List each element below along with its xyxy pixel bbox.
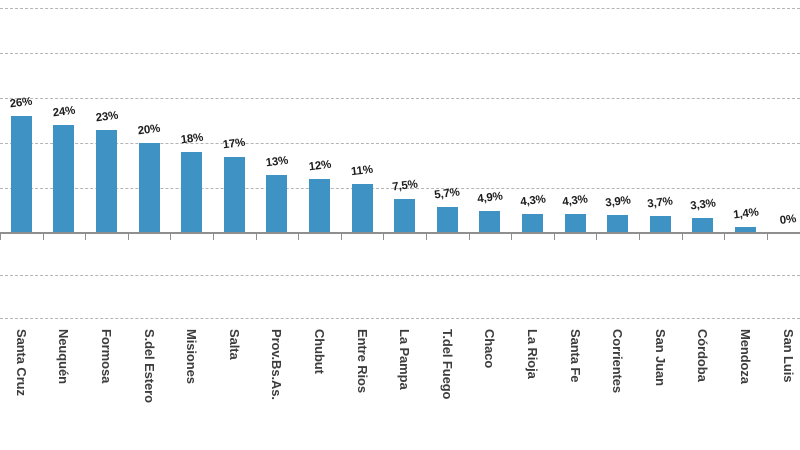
category-label: La Pampa xyxy=(397,329,413,390)
bar xyxy=(10,116,32,233)
axis-tick xyxy=(85,233,86,240)
category-label: San Juan xyxy=(652,329,668,386)
axis-tick xyxy=(383,233,384,240)
category-label: S.del Estero xyxy=(141,329,157,403)
category-label: Santa Fe xyxy=(567,329,583,383)
axis-tick xyxy=(43,233,44,240)
category-label: Chaco xyxy=(482,329,498,369)
bar xyxy=(479,210,501,233)
axis-tick xyxy=(469,233,470,240)
x-axis-line xyxy=(0,232,800,234)
bar xyxy=(522,213,543,233)
gridline xyxy=(0,318,800,319)
axis-tick xyxy=(213,233,214,240)
axis-tick xyxy=(596,233,597,240)
bar xyxy=(735,226,756,233)
gridline xyxy=(0,53,800,54)
axis-tick xyxy=(639,233,640,240)
bar xyxy=(692,218,714,233)
category-label: Corrientes xyxy=(610,329,626,394)
category-label: Santa Cruz xyxy=(13,329,29,396)
category-label: Misiones xyxy=(184,329,200,384)
bar xyxy=(394,199,416,233)
category-label: T.del Fuego xyxy=(439,329,455,400)
category-label: Mendoza xyxy=(738,329,753,384)
bar xyxy=(564,213,586,233)
bar xyxy=(223,156,245,233)
bar xyxy=(351,183,373,233)
axis-tick xyxy=(724,233,725,240)
axis-tick xyxy=(341,233,342,240)
bar xyxy=(96,129,117,233)
axis-tick xyxy=(256,233,257,240)
category-label: Neuquén xyxy=(56,329,72,384)
gridline xyxy=(0,143,800,144)
bar xyxy=(649,216,671,233)
axis-tick xyxy=(298,233,299,240)
axis-tick xyxy=(426,233,427,240)
category-label: La Rioja xyxy=(525,329,540,379)
gridline xyxy=(0,8,800,9)
bar xyxy=(53,125,75,233)
bar xyxy=(309,179,330,233)
category-label: Salta xyxy=(226,329,242,360)
bar xyxy=(436,207,458,233)
axis-tick xyxy=(767,233,768,240)
axis-tick xyxy=(682,233,683,240)
bar xyxy=(607,215,629,233)
gridline xyxy=(0,275,800,276)
category-label: Chubut xyxy=(312,329,327,374)
bar xyxy=(138,143,160,233)
axis-tick xyxy=(170,233,171,240)
category-label: Formosa xyxy=(99,329,114,384)
axis-tick xyxy=(128,233,129,240)
category-label: San Luis xyxy=(780,329,796,383)
category-label: Entre Rios xyxy=(354,329,370,394)
category-label: Córdoba xyxy=(695,329,711,382)
category-label: Prov.Bs.As. xyxy=(269,329,285,400)
axis-tick xyxy=(511,233,512,240)
axis-tick xyxy=(0,233,1,240)
gridline xyxy=(0,188,800,189)
axis-tick xyxy=(554,233,555,240)
bar xyxy=(266,174,288,233)
gridline xyxy=(0,98,800,99)
bar xyxy=(181,152,203,233)
